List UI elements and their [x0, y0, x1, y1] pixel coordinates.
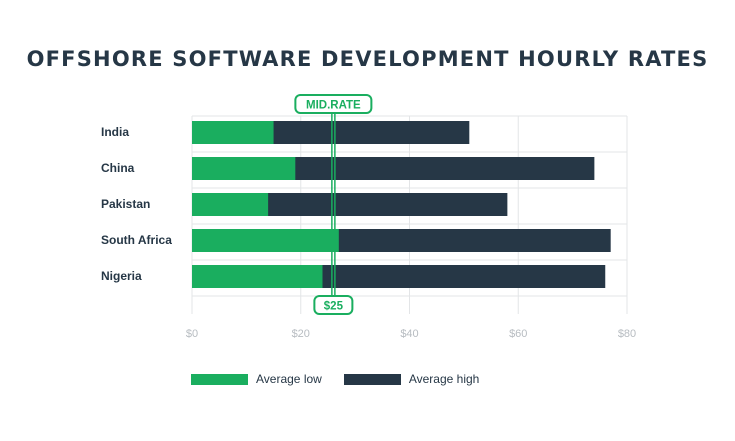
bar-low-china	[192, 157, 296, 180]
category-label: South Africa	[101, 233, 172, 247]
bar-low-india	[192, 121, 274, 144]
mid-rate-badge	[294, 94, 373, 114]
legend-swatch-low	[191, 373, 248, 385]
x-tick-label: $0	[186, 328, 198, 340]
legend-item-high: Average high	[343, 372, 480, 386]
mid-rate-value-label: $25	[324, 301, 344, 313]
category-label: Pakistan	[101, 197, 150, 211]
legend-swatch-high	[343, 373, 401, 385]
legend-item-low: Average low	[191, 372, 322, 386]
legend: Average low Average high	[191, 372, 501, 386]
category-label: China	[101, 161, 135, 175]
x-tick-label: $60	[509, 328, 527, 340]
category-label: India	[101, 125, 129, 139]
bar-high-pakistan	[192, 193, 508, 216]
x-tick-label: $40	[400, 328, 418, 340]
legend-label-low: Average low	[256, 372, 322, 386]
category-label: Nigeria	[101, 269, 142, 283]
chart-title: OFFSHORE SOFTWARE DEVELOPMENT HOURLY RAT…	[26, 47, 709, 71]
x-tick-label: $80	[618, 328, 636, 340]
bar-low-south-africa	[192, 229, 339, 252]
x-tick-label: $20	[292, 328, 310, 340]
bar-low-pakistan	[192, 193, 269, 216]
mid-rate-value-badge	[313, 295, 354, 315]
mid-rate-label: MID.RATE	[306, 100, 361, 112]
legend-label-high: Average high	[408, 372, 480, 386]
bar-low-nigeria	[192, 265, 323, 288]
